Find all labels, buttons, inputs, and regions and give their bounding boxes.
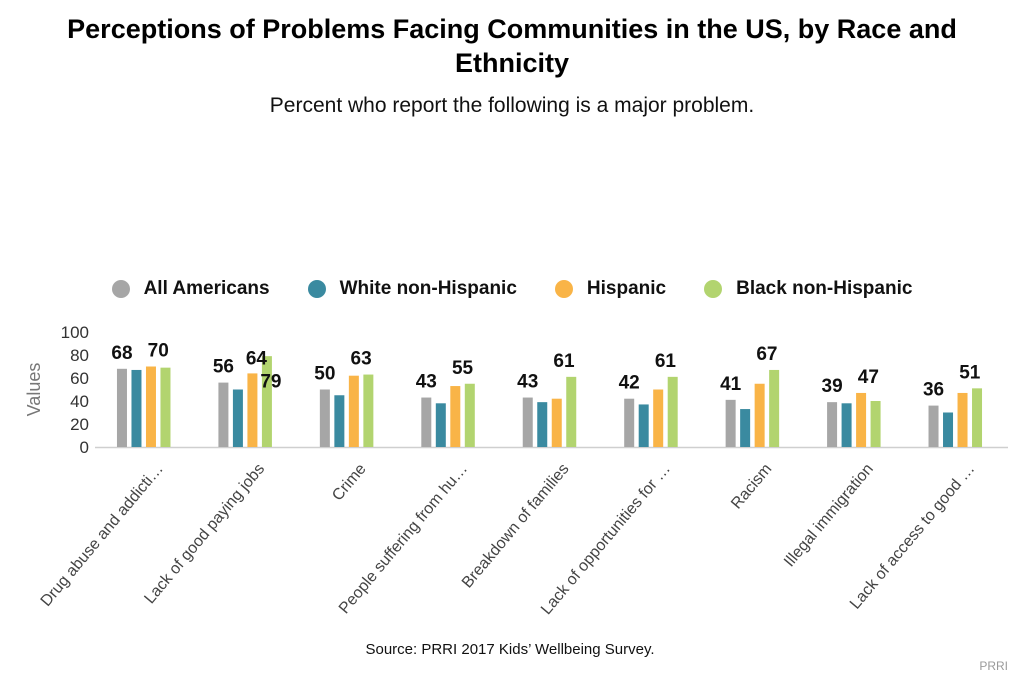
data-label: 64 (246, 348, 268, 369)
data-label: 51 (959, 362, 981, 383)
legend-swatch (554, 280, 573, 298)
bar (450, 386, 461, 447)
legend-item-1[interactable]: White non-Hispanic (307, 278, 517, 300)
brand-watermark: PRRI (979, 659, 1008, 673)
bar (464, 383, 475, 447)
chart-legend: All Americans White non-Hispanic Hispanic B… (0, 278, 1024, 300)
x-tick-label: Crime (329, 461, 370, 505)
bar (827, 402, 838, 447)
bar (522, 397, 533, 447)
x-tick-label: Lack of good paying jobs (141, 461, 268, 608)
bar (653, 389, 664, 447)
y-tick-label: 40 (70, 392, 89, 411)
legend-item-3[interactable]: Black non-Hispanic (704, 278, 912, 300)
x-tick-label: Breakdown of families (459, 461, 573, 592)
data-label: 39 (822, 376, 843, 397)
bar (740, 409, 751, 447)
legend-swatch (111, 280, 130, 298)
bar (624, 398, 635, 447)
y-tick-label: 60 (70, 369, 89, 388)
data-label: 70 (148, 341, 169, 362)
y-tick-label: 100 (61, 323, 89, 342)
bar (537, 402, 548, 447)
bar (870, 401, 881, 447)
x-tick-label: Racism (728, 461, 775, 513)
bar (116, 368, 127, 447)
x-tick-label: Illegal immigration (781, 461, 877, 571)
data-label: 67 (756, 344, 777, 365)
bar (145, 366, 156, 447)
bar (856, 392, 867, 447)
data-label: 61 (655, 351, 677, 372)
y-tick-label: 0 (80, 438, 89, 457)
data-label: 41 (720, 374, 742, 395)
data-label: 61 (553, 351, 575, 372)
y-tick-label: 80 (70, 346, 89, 365)
data-label: 55 (452, 358, 474, 379)
bar (551, 398, 562, 447)
legend-label: All Americans (143, 278, 270, 299)
legend-swatch (704, 280, 723, 298)
data-label: 42 (619, 373, 640, 394)
data-label: 43 (517, 372, 538, 393)
legend-label: Black non-Hispanic (736, 278, 913, 299)
legend-item-2[interactable]: Hispanic (554, 278, 667, 300)
bar (943, 412, 954, 447)
bar (247, 373, 258, 447)
legend-item-0[interactable]: All Americans (111, 278, 270, 300)
x-tick-label: Drug abuse and addicti… (38, 461, 167, 610)
data-label: 36 (923, 380, 944, 401)
bar (160, 367, 171, 447)
bar (363, 374, 374, 447)
legend-swatch (307, 280, 326, 298)
bar (261, 356, 272, 447)
bar (566, 376, 577, 447)
y-axis-label: Values (24, 363, 44, 417)
legend-label: White non-Hispanic (339, 278, 517, 299)
bar (218, 382, 229, 447)
bar (928, 405, 939, 447)
bar (754, 383, 765, 447)
data-label: 56 (213, 357, 234, 378)
bar (435, 403, 446, 447)
chart-title: Perceptions of Problems Facing Communiti… (67, 14, 957, 78)
source-note: Source: PRRI 2017 Kids’ Wellbeing Survey… (365, 641, 655, 658)
bar (841, 403, 852, 447)
data-label: 63 (351, 349, 372, 370)
data-label: 43 (416, 372, 437, 393)
bar (421, 397, 432, 447)
data-label: 68 (111, 343, 132, 364)
data-label: 79 (260, 371, 281, 392)
bar (131, 369, 142, 447)
y-tick-label: 20 (70, 415, 89, 434)
data-label: 50 (314, 364, 335, 385)
bar (725, 399, 736, 447)
bar (232, 389, 243, 447)
legend-label: Hispanic (586, 278, 667, 299)
bar (667, 376, 678, 447)
bar (319, 389, 330, 447)
bar (769, 369, 780, 447)
bar (334, 395, 345, 447)
chart-subtitle: Percent who report the following is a ma… (269, 94, 755, 117)
bar (348, 375, 359, 447)
bar (972, 388, 983, 447)
bar (638, 404, 649, 447)
data-label: 47 (858, 367, 879, 388)
bar (957, 392, 968, 447)
